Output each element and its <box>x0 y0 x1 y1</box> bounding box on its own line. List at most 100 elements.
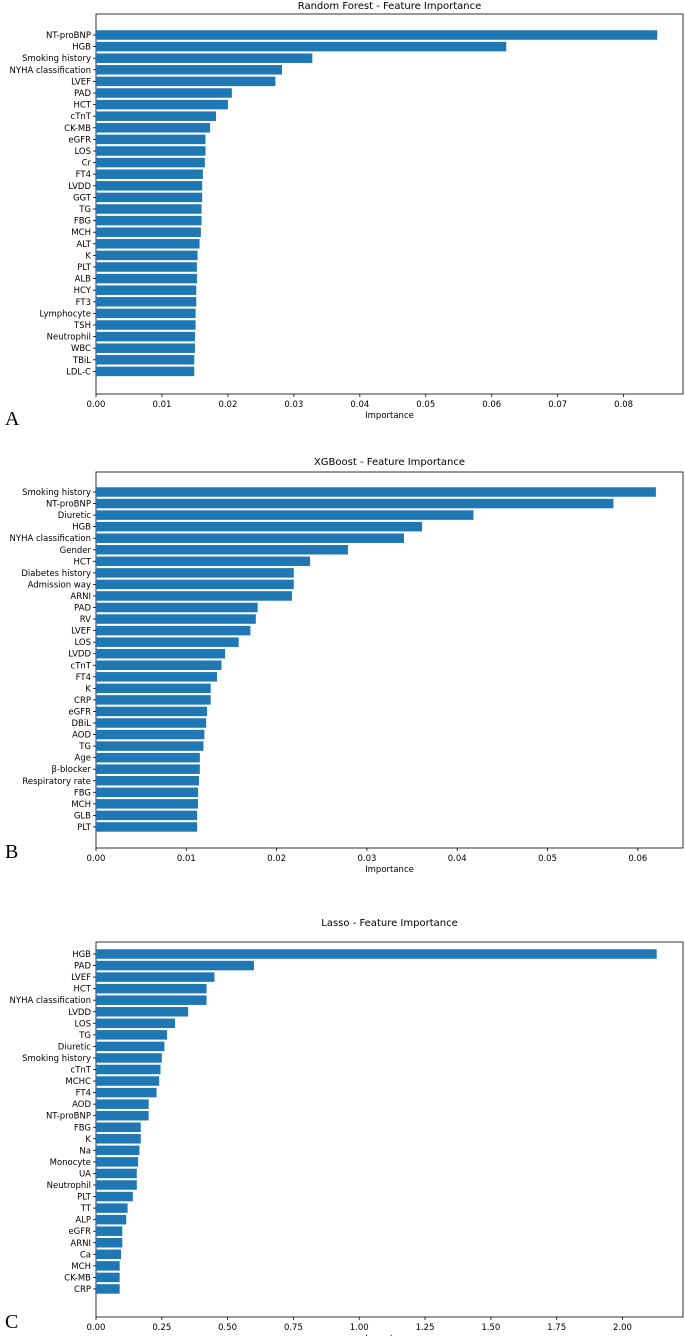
bar <box>96 949 657 959</box>
bar <box>96 215 202 226</box>
bar <box>96 1076 160 1086</box>
x-tick-label: 0.06 <box>628 854 647 864</box>
bar <box>96 181 203 191</box>
bar <box>96 602 258 613</box>
x-tick-label: 0.25 <box>152 1323 171 1333</box>
y-tick-label: TBiL <box>72 356 91 366</box>
y-tick-label: CK-MB <box>64 124 91 134</box>
chart-title: Random Forest - Feature Importance <box>298 1 482 12</box>
y-tick-label: K <box>85 1135 91 1145</box>
plot-frame <box>95 13 684 395</box>
y-tick-label: Smoking history <box>22 488 91 498</box>
y-tick-label: UA <box>79 1169 91 1179</box>
y-tick-label: eGFR <box>68 1227 91 1237</box>
y-tick-label: LVEF <box>71 973 91 983</box>
y-tick-label: TT <box>80 1204 92 1214</box>
x-tick-label: 0.00 <box>87 400 106 410</box>
chart-title: XGBoost - Feature Importance <box>314 457 465 468</box>
bar <box>96 752 200 763</box>
y-tick-label: cTnT <box>71 661 92 671</box>
y-tick-label: FT4 <box>76 1089 91 1099</box>
bar <box>96 1226 123 1236</box>
x-axis-label: Importance <box>365 411 414 421</box>
bar <box>96 1249 122 1260</box>
bar <box>96 30 658 40</box>
x-tick-label: 0.00 <box>87 854 106 864</box>
bar <box>96 498 614 509</box>
y-tick-label: HCT <box>73 101 91 111</box>
bar <box>96 1041 165 1052</box>
y-tick-label: FBG <box>74 1123 91 1133</box>
y-tick-label: CRP <box>74 696 91 706</box>
y-tick-label: HGB <box>72 43 91 53</box>
bar <box>96 741 204 751</box>
bar <box>96 776 199 786</box>
y-tick-label: HGB <box>72 950 91 960</box>
bar <box>96 1064 161 1075</box>
bar <box>96 76 276 87</box>
y-tick-label: Smoking history <box>22 54 91 64</box>
bar <box>96 1284 120 1294</box>
x-tick-label: 0.03 <box>357 854 376 864</box>
y-tick-label: cTnT <box>71 1066 92 1076</box>
bar <box>96 995 207 1005</box>
y-tick-label: LVDD <box>68 650 91 660</box>
bar <box>96 53 313 63</box>
y-tick-label: NT-proBNP <box>46 1112 91 1122</box>
bar <box>96 366 195 377</box>
y-tick-label: LVDD <box>68 1008 91 1018</box>
bar <box>96 1053 162 1063</box>
bar <box>96 706 208 717</box>
y-tick-label: ALT <box>76 240 91 250</box>
bar <box>96 297 197 307</box>
y-tick-label: Lymphocyte <box>39 309 91 319</box>
y-tick-label: TG <box>78 205 91 215</box>
bar <box>96 614 256 624</box>
x-tick-label: 0.06 <box>482 400 501 410</box>
bar <box>96 250 198 261</box>
x-tick-label: 0.04 <box>350 400 369 410</box>
y-tick-label: β-blocker <box>52 765 92 775</box>
bar <box>96 1191 133 1202</box>
bar <box>96 1157 139 1167</box>
x-tick-label: 0.50 <box>218 1323 237 1333</box>
bar <box>96 65 282 75</box>
y-tick-label: MCHC <box>65 1077 91 1087</box>
y-tick-label: HCT <box>73 557 91 567</box>
bar <box>96 1087 157 1098</box>
y-tick-label: Gender <box>60 546 92 556</box>
y-tick-label: LOS <box>74 147 91 157</box>
x-axis-label: Importance <box>365 865 414 875</box>
y-tick-label: ALP <box>75 1216 91 1226</box>
y-tick-label: FBG <box>74 217 91 227</box>
x-tick-label: 1.50 <box>481 1323 500 1333</box>
y-tick-label: CK-MB <box>64 1273 91 1283</box>
bar <box>96 134 206 145</box>
bar <box>96 355 195 365</box>
x-tick-label: 2.00 <box>613 1323 632 1333</box>
bar <box>96 308 196 319</box>
bar <box>96 273 197 284</box>
bar <box>96 822 198 832</box>
bar <box>96 545 348 555</box>
bar <box>96 625 251 636</box>
y-tick-label: ARNI <box>70 1239 91 1249</box>
y-tick-label: eGFR <box>68 135 91 145</box>
bar <box>96 41 507 52</box>
y-tick-label: Diuretic <box>58 1042 92 1052</box>
y-tick-label: LOS <box>74 1019 91 1029</box>
y-tick-label: Neutrophil <box>47 333 91 343</box>
x-tick-label: 0.07 <box>548 400 567 410</box>
y-tick-label: CRP <box>74 1285 91 1295</box>
chart-title: Lasso - Feature Importance <box>321 918 457 929</box>
y-tick-label: LVEF <box>71 77 91 87</box>
bar <box>96 568 294 578</box>
y-tick-label: RV <box>80 615 91 625</box>
y-tick-label: FT4 <box>76 170 91 180</box>
x-tick-label: 0.01 <box>152 400 171 410</box>
bar <box>96 320 196 330</box>
bar <box>96 1134 141 1144</box>
y-tick-label: MCH <box>71 1262 91 1272</box>
y-tick-label: NYHA classification <box>10 66 91 76</box>
bar <box>96 157 205 168</box>
